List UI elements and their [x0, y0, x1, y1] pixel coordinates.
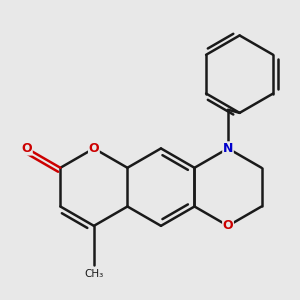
Text: CH₃: CH₃ [84, 268, 104, 279]
Text: O: O [223, 219, 233, 232]
Text: O: O [22, 142, 32, 155]
Text: N: N [223, 142, 233, 155]
Text: O: O [88, 142, 99, 155]
